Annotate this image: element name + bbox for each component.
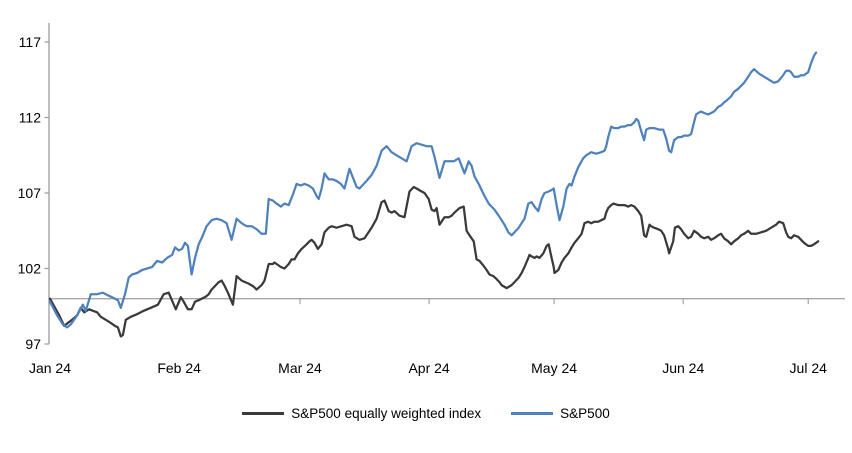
x-axis-tick-label: Mar 24 <box>278 360 322 376</box>
series-line-sp500 <box>48 51 818 329</box>
x-axis-baseline <box>49 298 845 305</box>
y-axis: 97 102 107 112 117 <box>18 23 50 352</box>
y-axis-tick-label: 107 <box>18 185 42 201</box>
legend-line-swatch-sp500 <box>511 412 554 416</box>
chart-legend: S&P500 equally weighted index S&P500 <box>0 407 852 421</box>
x-axis-tick-label: Feb 24 <box>157 360 201 376</box>
x-axis-tick-label: Jan 24 <box>29 360 71 376</box>
x-axis-tick-label: Jun 24 <box>662 360 704 376</box>
legend-item-sp500: S&P500 <box>511 407 610 421</box>
legend-item-sp500-equal-weight: S&P500 equally weighted index <box>242 407 481 421</box>
legend-label-sp500: S&P500 <box>560 406 610 421</box>
x-axis-labels: Jan 24 Feb 24 Mar 24 Apr 24 May 24 Jun 24 Jul … <box>29 360 827 376</box>
series-line-sp500-equal-weight <box>48 185 820 338</box>
legend-label-sp500-equal-weight: S&P500 equally weighted index <box>291 406 482 421</box>
x-axis-tick-label: May 24 <box>531 360 577 376</box>
y-axis-tick-label: 97 <box>25 336 41 352</box>
x-axis-tick-label: Jul 24 <box>790 360 828 376</box>
y-axis-tick-label: 102 <box>18 261 42 277</box>
legend-line-swatch-sp500-equal-weight <box>242 412 285 416</box>
y-axis-tick-label: 117 <box>19 34 42 50</box>
x-axis-tick-label: Apr 24 <box>408 360 449 376</box>
y-axis-tick-label: 112 <box>19 110 42 126</box>
